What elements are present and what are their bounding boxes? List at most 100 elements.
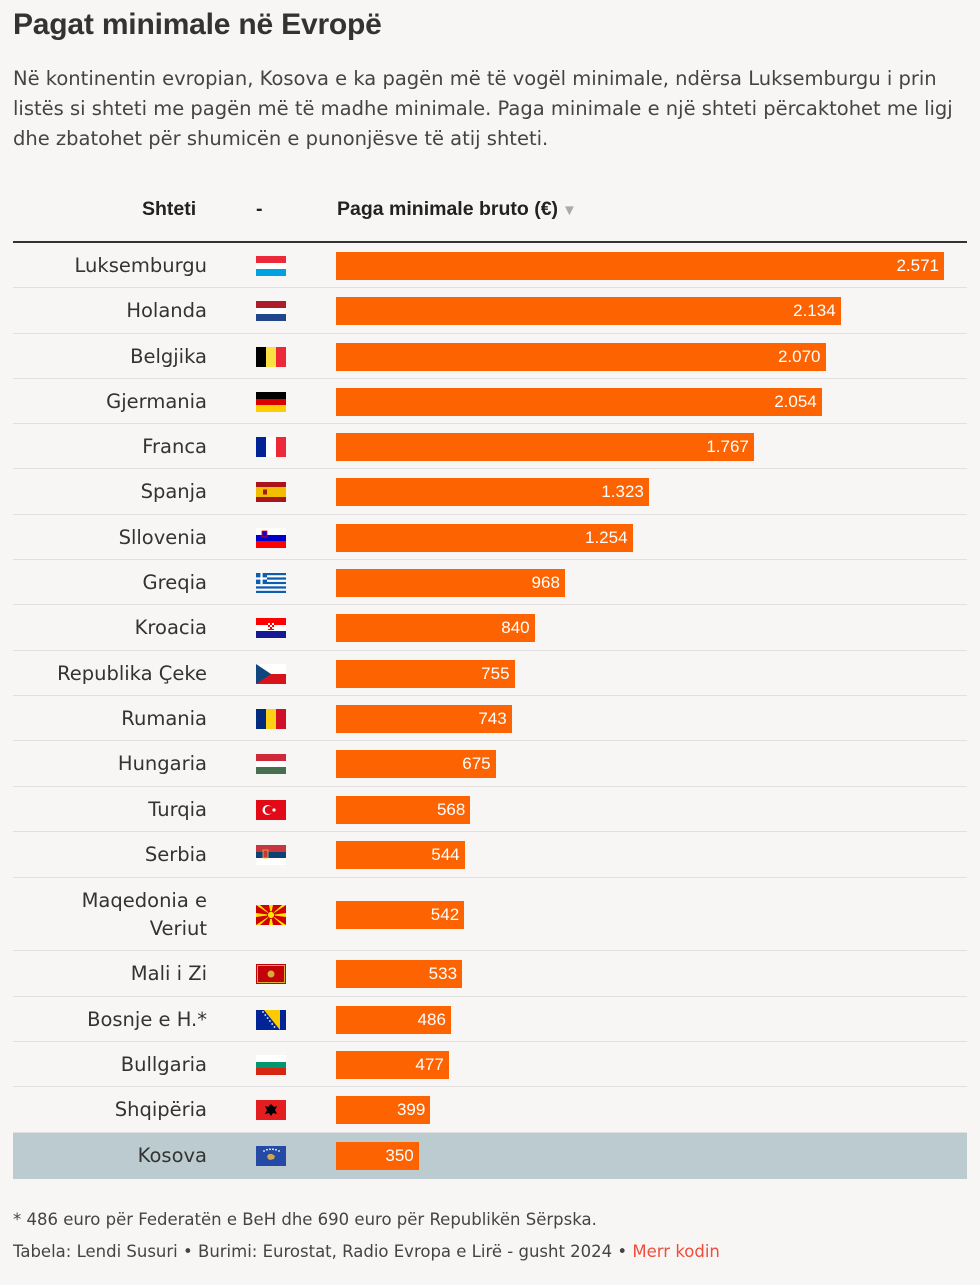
slovenia-flag-icon (256, 527, 286, 548)
belgium-flag-icon (256, 346, 286, 367)
bar: 544 (336, 841, 465, 869)
bar-value-label: 1.767 (706, 436, 749, 456)
country-label: Maqedonia e Veriut (81, 888, 207, 940)
bar: 2.054 (336, 387, 822, 416)
column-header-value-label: Paga minimale bruto (€) (337, 198, 559, 220)
netherlands-flag-icon (256, 301, 286, 321)
table-row: Rumania 743 (13, 696, 967, 741)
table-row: Serbia 544 (13, 832, 967, 878)
bar: 1.767 (336, 432, 754, 461)
header-divider (13, 241, 967, 243)
table-row: Maqedonia e Veriut 542 (13, 878, 967, 951)
sort-descending-icon[interactable]: ▼ (562, 202, 577, 219)
table-row: Republika Çeke 755 (13, 651, 967, 696)
get-code-link[interactable]: Merr kodin (632, 1242, 720, 1261)
table-row: Luksemburgu 2.571 (13, 243, 967, 288)
bosnia-flag-icon (256, 1009, 286, 1030)
row-divider (13, 468, 967, 469)
montenegro-flag-icon (256, 964, 286, 984)
bar-value-label: 542 (430, 904, 460, 924)
credits-separator: • (183, 1242, 198, 1261)
table-row: Holanda 2.134 (13, 288, 967, 334)
bar: 743 (336, 704, 512, 733)
country-label: Luksemburgu (74, 253, 207, 277)
france-flag-icon (256, 436, 286, 457)
bar: 2.134 (336, 297, 841, 325)
bar: 2.571 (336, 251, 944, 280)
bar: 675 (336, 750, 496, 778)
bar: 840 (336, 614, 535, 642)
bar: 755 (336, 659, 515, 688)
row-divider (13, 1132, 967, 1133)
bar-value-label: 968 (531, 572, 560, 592)
serbia-flag-icon (256, 845, 286, 865)
credits-source: Burimi: Eurostat, Radio Evropa e Lirë - … (198, 1242, 613, 1261)
row-divider (13, 423, 967, 424)
bar: 399 (336, 1096, 431, 1124)
table-row: Hungaria 675 (13, 741, 967, 787)
credits-author: Tabela: Lendi Susuri (13, 1242, 178, 1261)
row-divider (13, 559, 967, 560)
country-label: Franca (142, 434, 207, 458)
greece-flag-icon (256, 572, 286, 593)
country-label: Kroacia (134, 616, 207, 639)
country-label: Kosova (137, 1144, 207, 1167)
country-label: Bosnje e H.* (87, 1007, 207, 1031)
country-label: Belgjika (130, 344, 207, 368)
table-row: Bosnje e H.* 486 (13, 997, 967, 1042)
country-label: Sllovenia (118, 525, 207, 549)
credits: Tabela: Lendi Susuri • Burimi: Eurostat,… (13, 1242, 720, 1261)
bar-value-label: 568 (436, 799, 466, 819)
country-label: Rumania (121, 706, 207, 730)
czech-republic-flag-icon (256, 663, 286, 684)
bar: 350 (336, 1142, 419, 1170)
row-divider (13, 831, 967, 832)
country-label: Mali i Zi (130, 962, 207, 985)
row-divider (13, 950, 967, 951)
table-row: Belgjika 2.070 (13, 334, 967, 379)
row-divider (13, 604, 967, 605)
bar-value-label: 2.054 (774, 391, 817, 411)
row-divider (13, 287, 967, 288)
country-label: Hungaria (117, 752, 207, 775)
country-label: Spanja (140, 480, 207, 503)
row-divider (13, 378, 967, 379)
spain-flag-icon (256, 482, 286, 502)
column-header-value[interactable]: Paga minimale bruto (€) ▼ (337, 198, 577, 221)
bar-value-label: 544 (431, 845, 460, 864)
row-divider (13, 695, 967, 696)
column-header-country[interactable]: Shteti (142, 198, 197, 220)
row-divider (13, 877, 967, 878)
bar: 533 (336, 960, 463, 988)
turkey-flag-icon (256, 799, 286, 820)
country-label: Bullgaria (120, 1052, 207, 1076)
bar-value-label: 2.070 (777, 346, 821, 366)
bar-value-label: 840 (501, 618, 530, 637)
table-row: Sllovenia 1.254 (13, 515, 967, 560)
bar: 2.070 (336, 342, 826, 371)
bar: 568 (336, 795, 471, 824)
row-divider (13, 1041, 967, 1042)
bar-value-label: 1.254 (585, 527, 628, 547)
bar: 1.254 (336, 523, 633, 552)
country-label: Holanda (126, 299, 207, 322)
bar-value-label: 486 (417, 1009, 446, 1029)
column-header-flag[interactable]: - (256, 198, 263, 220)
table-row: Spanja 1.323 (13, 469, 967, 515)
bar-value-label: 533 (428, 964, 458, 983)
hungary-flag-icon (256, 754, 286, 774)
bar-value-label: 1.323 (601, 482, 644, 501)
table-row: Turqia 568 (13, 787, 967, 832)
credits-separator: • (617, 1242, 633, 1261)
table-row: Kroacia 840 (13, 605, 967, 651)
page-title: Pagat minimale në Evropë (13, 8, 382, 41)
bar-value-label: 743 (478, 708, 507, 728)
row-divider (13, 333, 967, 334)
row-divider (13, 514, 967, 515)
country-label: Republika Çeke (57, 661, 207, 685)
table-row: Kosova 350 (13, 1133, 967, 1179)
country-label: Gjermania (106, 389, 207, 413)
row-divider (13, 1086, 967, 1087)
bar: 486 (336, 1005, 451, 1034)
row-divider (13, 650, 967, 651)
